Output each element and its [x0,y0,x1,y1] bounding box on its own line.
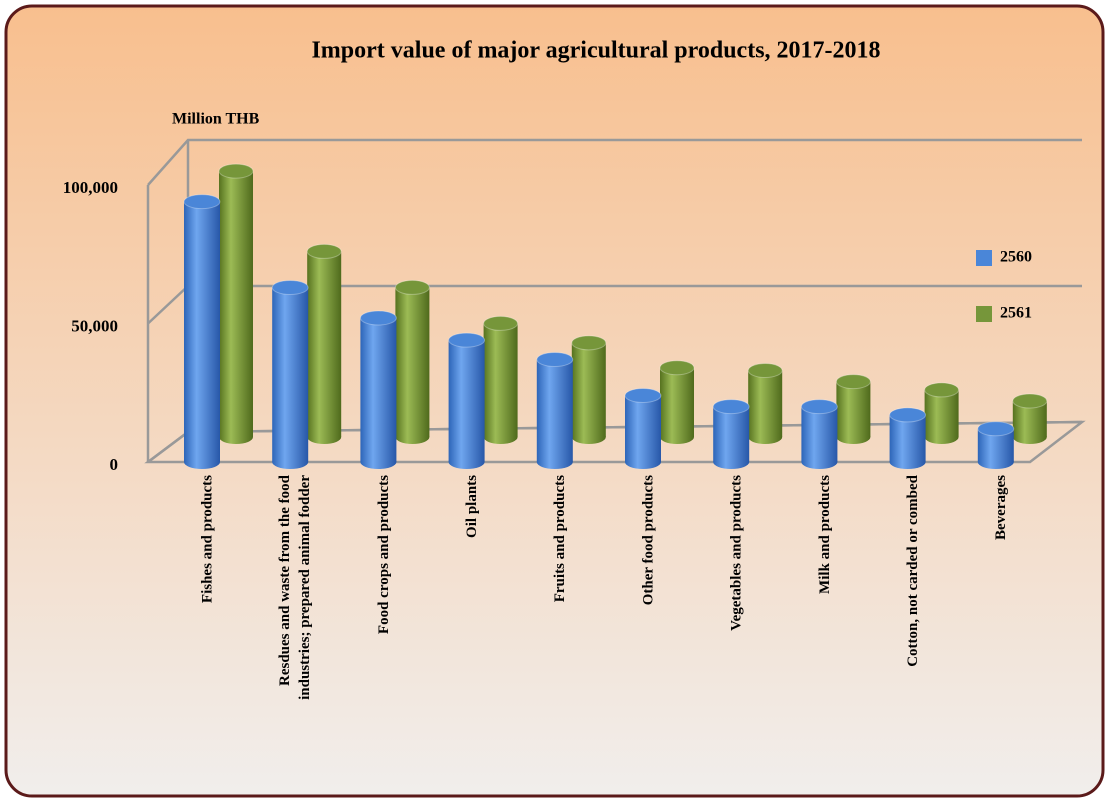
x-tick-label: Oil plants [464,475,480,538]
bar [660,367,694,437]
bar [889,414,926,462]
x-tick-label: Beverages [993,475,1009,540]
bar-top [571,335,607,351]
bar-top [183,194,221,210]
y-tick-label: 50,000 [71,316,118,335]
bar-top [1012,393,1048,409]
bar [360,317,397,462]
x-tick-label: Fruits and products [552,475,568,602]
bar-top [889,407,927,423]
bar [219,171,253,437]
bar-top [624,388,662,404]
bar [836,381,871,437]
bar [748,370,783,437]
y-tick-label: 100,000 [63,178,118,197]
bar [625,395,661,462]
bar-top [448,332,486,348]
legend-label: 2561 [1000,305,1032,322]
bar-top [483,315,519,331]
x-tick-label: Other food products [640,475,656,605]
x-tick-label: Fishes and products [199,475,215,603]
chart-title: Import value of major agricultural produ… [311,38,880,64]
bar [801,406,838,462]
legend-swatch [976,250,992,266]
x-tick-label: Cotton, not carded or combed [905,474,921,666]
bar [272,287,309,462]
bar-top [977,421,1015,437]
bar-top [536,352,574,368]
bar-top [747,363,783,379]
y-axis-label: Million THB [172,111,260,128]
legend-swatch [976,306,992,322]
x-tick-label: Resdues and waste from the food industrie… [278,474,314,700]
x-tick-label: Milk and products [817,475,833,594]
x-tick-label: Food crops and products [376,475,392,634]
bar-top [924,382,960,398]
bar-top [659,360,695,376]
bar [536,359,573,462]
bar-top [712,399,750,415]
bar [307,251,342,437]
bar [483,323,518,437]
bar-top [394,279,430,295]
bar-top [800,399,838,415]
bar-top [359,310,397,326]
bar [713,406,750,462]
grid-line [147,138,1082,186]
bar [924,389,959,437]
legend-label: 2560 [1000,249,1032,266]
bar [395,287,430,437]
bar [571,342,606,437]
bar-top [306,243,342,259]
x-tick-label: Vegetables and products [729,475,745,631]
bar [448,340,485,462]
bar-top [835,374,871,390]
y-tick-label: 0 [110,455,119,474]
bar-top [271,279,309,295]
bar-top [218,163,254,179]
bar [184,201,220,462]
